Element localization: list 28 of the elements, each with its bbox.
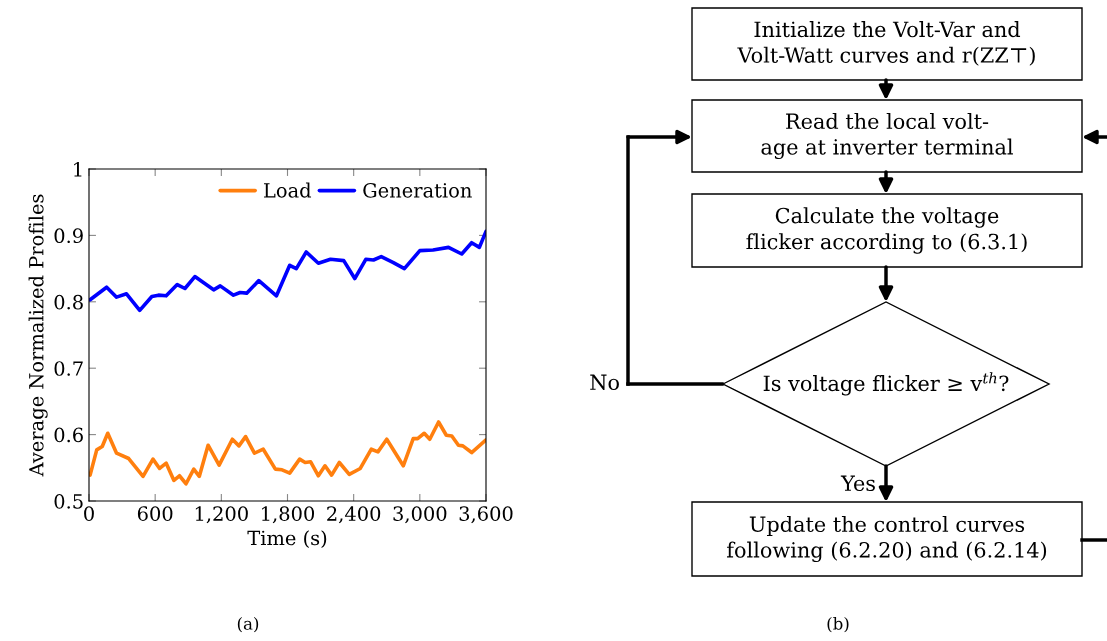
x-tick-label: 2,400 <box>327 506 381 524</box>
legend-label: Load <box>264 182 312 198</box>
y-axis-title: Average Normalized Profiles <box>28 194 48 477</box>
x-tick-label: 1,200 <box>195 506 248 524</box>
y-tick-label: 0.8 <box>54 294 83 310</box>
x-axis-title: Time (s) <box>247 530 327 549</box>
line-series <box>89 229 486 313</box>
text: No <box>590 374 619 391</box>
x-tick-label: 600 <box>137 506 173 521</box>
text: (b) <box>827 616 849 633</box>
y-tick-label: 0.7 <box>54 361 83 376</box>
legend-label: Generation <box>363 182 472 198</box>
text: Yes <box>840 475 875 492</box>
text: Is voltage flicker ≥ v$^{th}$? <box>763 372 1009 396</box>
y-tick-label: 1 <box>74 161 82 177</box>
x-tick-label: 1,800 <box>262 506 315 524</box>
text: Initialize the Volt-Var and Volt-Watt curves and r(ZZ⊤) <box>737 21 1035 66</box>
text: Read the local volt- age at inverter terminal <box>761 112 1013 160</box>
y-tick-label: 0.9 <box>54 228 83 244</box>
line-series <box>89 420 486 486</box>
text: Update the control curves following (6.2.20) and (6.2.14) <box>727 515 1047 563</box>
text: (a) <box>237 616 259 633</box>
y-tick-label: 0.5 <box>54 493 83 509</box>
x-tick-label: 0 <box>84 506 94 521</box>
x-tick-label: 3,000 <box>393 506 447 524</box>
y-tick-label: 0.6 <box>54 427 83 443</box>
x-tick-label: 3,600 <box>459 506 513 524</box>
text: Calculate the voltage flicker according to (6.3.1) <box>746 207 1027 254</box>
